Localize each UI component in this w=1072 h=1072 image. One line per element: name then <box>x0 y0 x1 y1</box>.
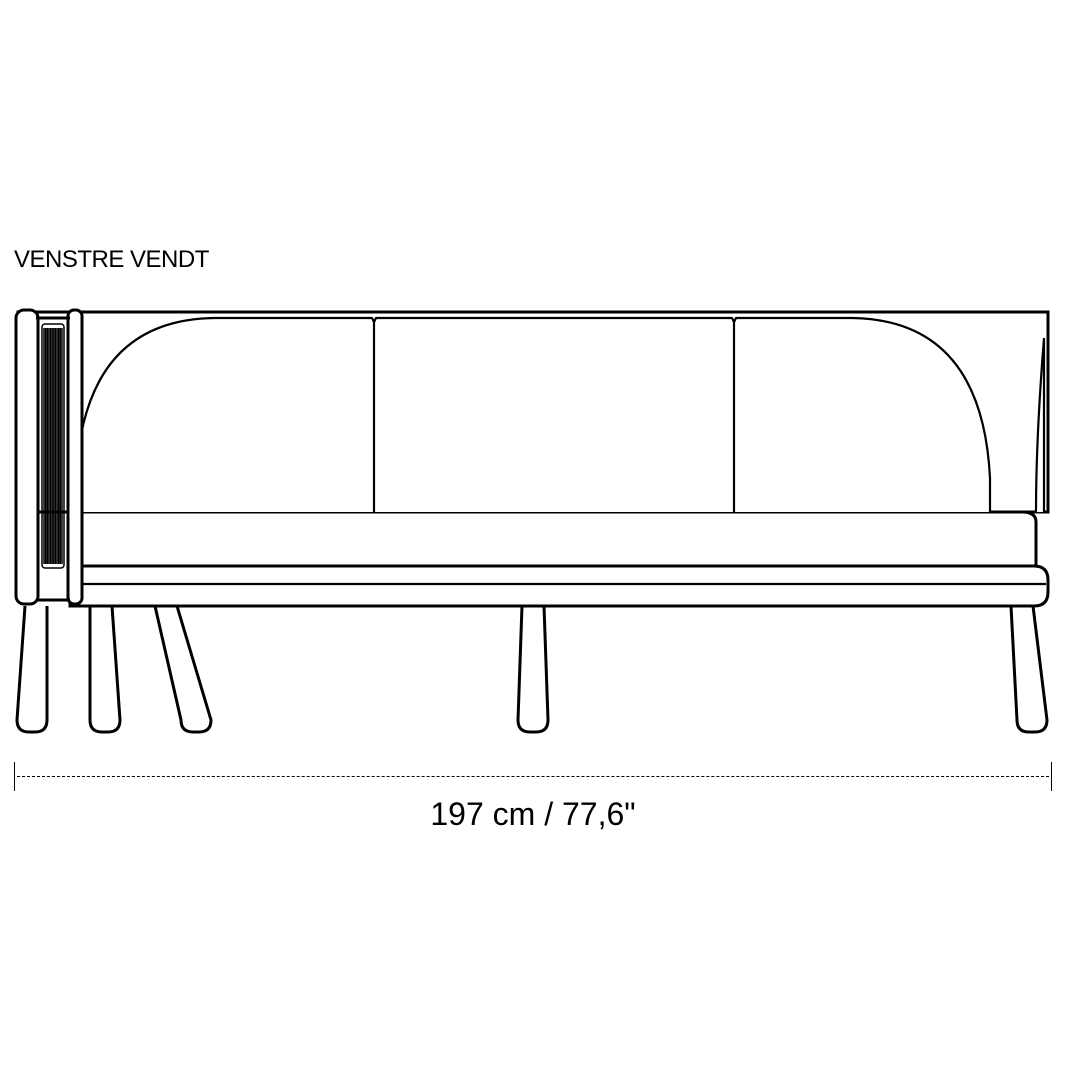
orientation-label: VENSTRE VENDT <box>14 246 209 274</box>
dimension-tick-right <box>1051 762 1052 791</box>
dimension-tick-left <box>14 762 15 791</box>
dimension-label: 197 cm / 77,6" <box>14 796 1052 833</box>
sofa-svg <box>14 308 1052 734</box>
dimension-line <box>14 776 1052 777</box>
sofa-drawing <box>14 308 1052 734</box>
width-dimension: 197 cm / 77,6" <box>14 776 1052 846</box>
dimension-dash <box>17 776 1049 777</box>
page: VENSTRE VENDT 197 cm / 77,6" <box>0 0 1072 1072</box>
